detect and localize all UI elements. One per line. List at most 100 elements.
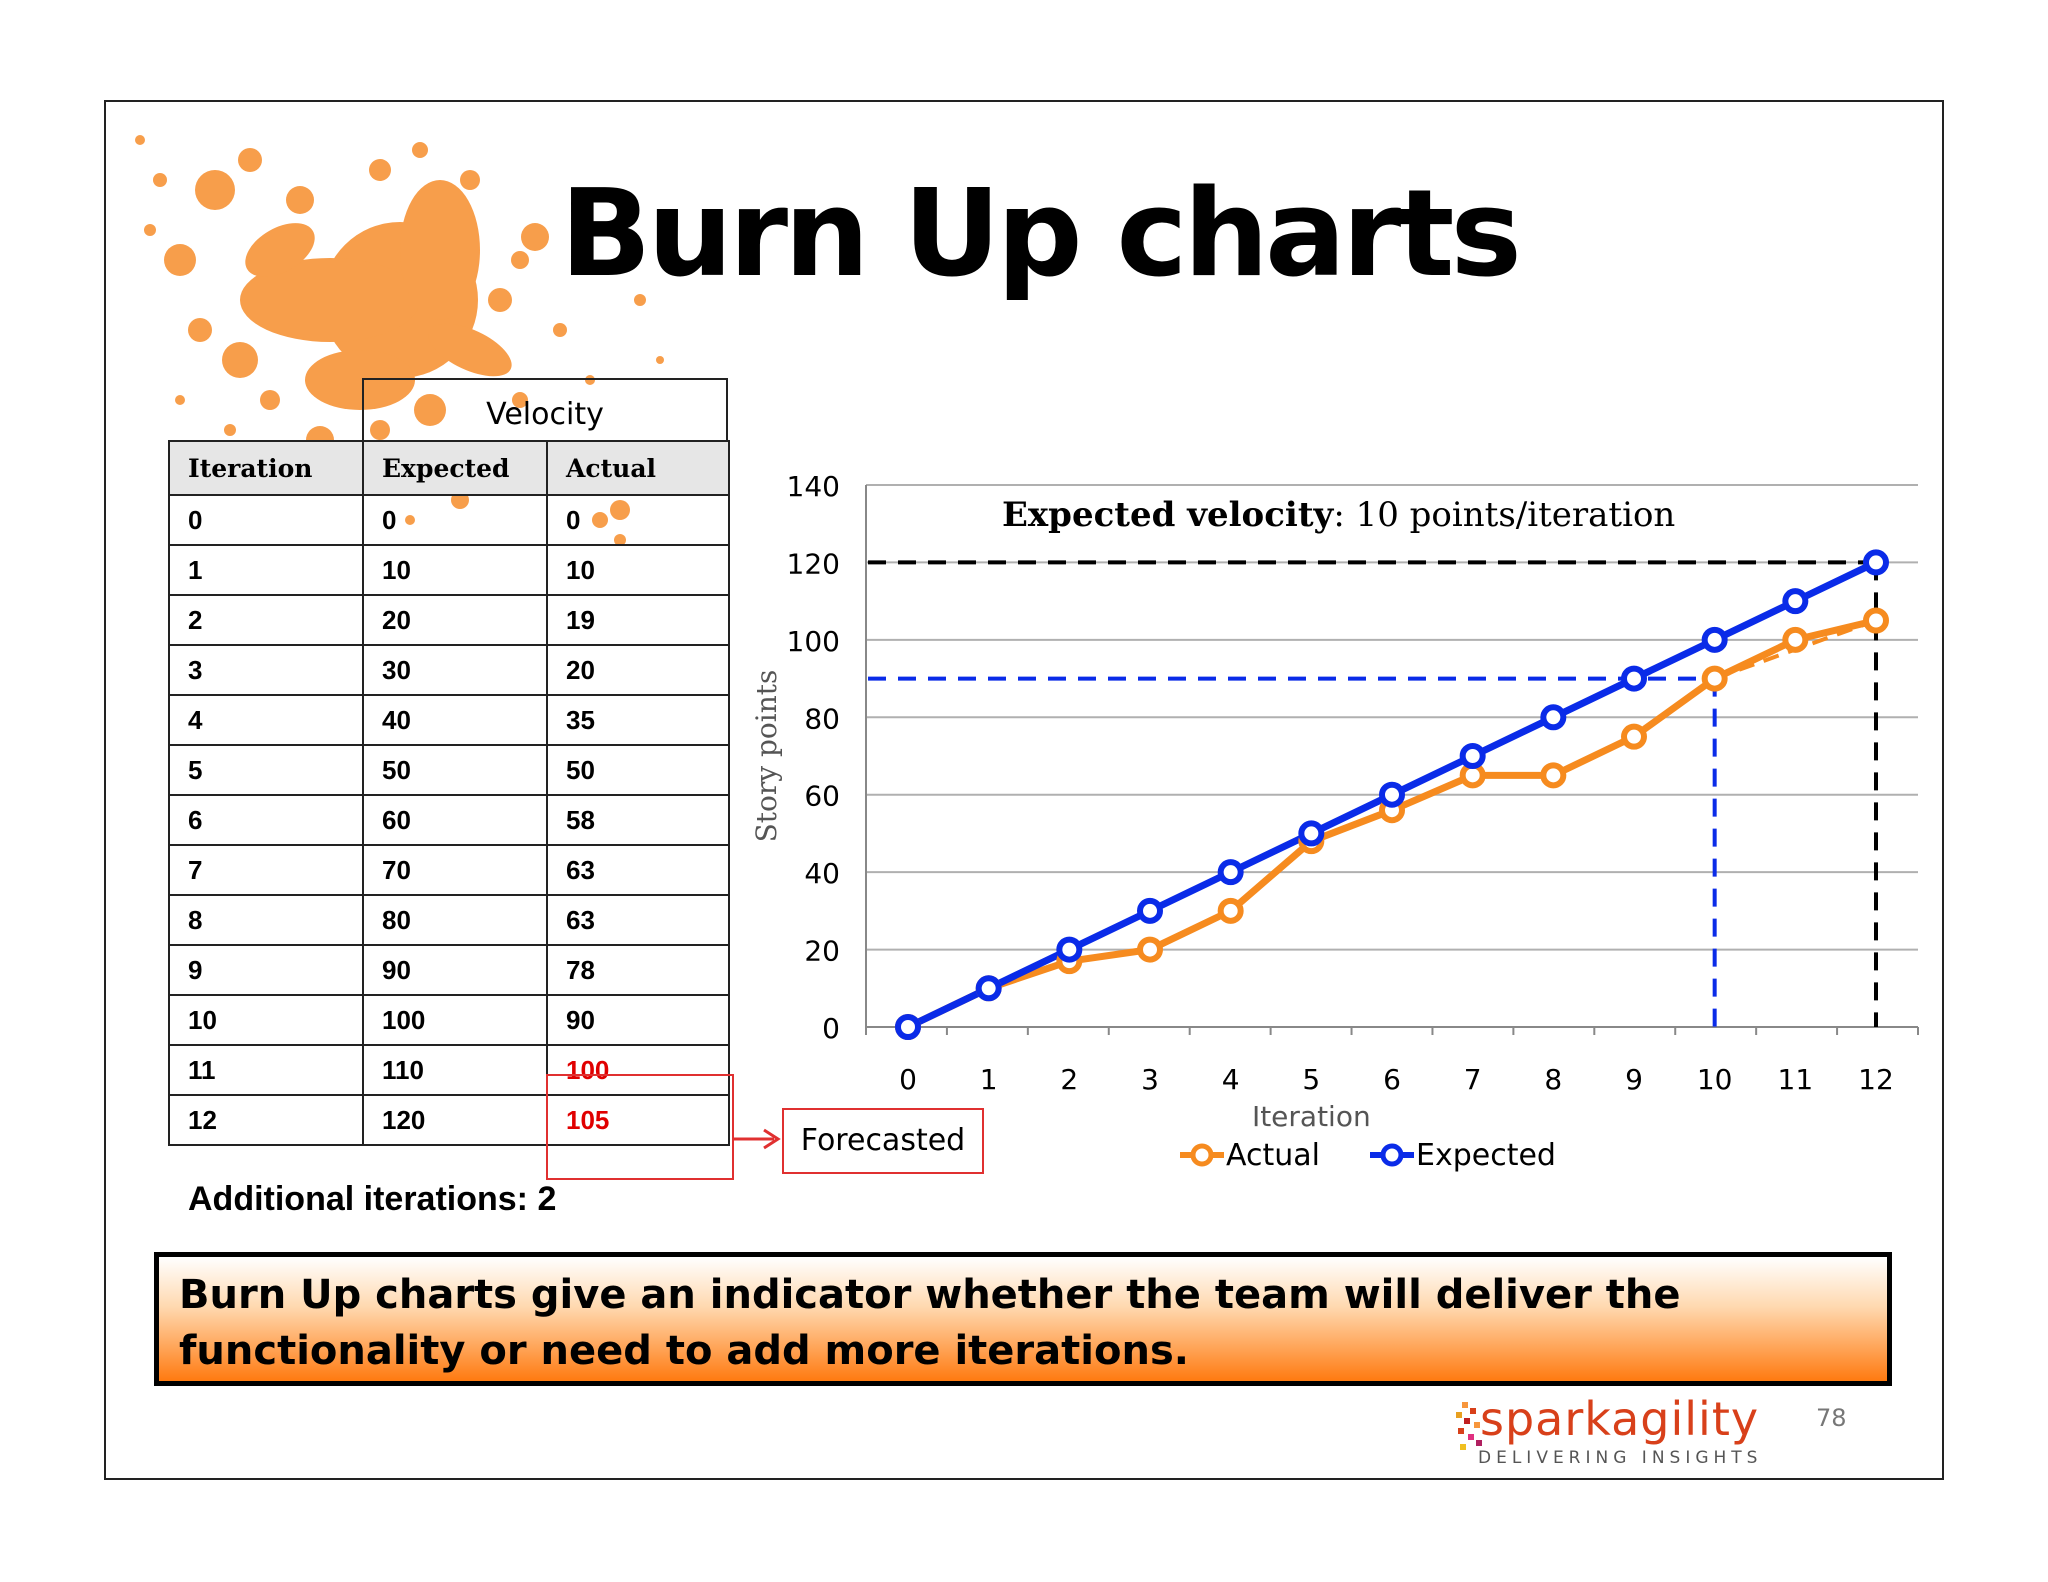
expected-cell: 70 <box>362 844 548 896</box>
velocity-table: Iteration Expected Actual 0 0 0 1 10 10 2 20 19 3… <box>168 440 730 1146</box>
slide-title: Burn Up charts <box>560 165 1522 304</box>
data-point-expected <box>1459 743 1486 769</box>
x-tick-label: 2 <box>1060 1063 1078 1096</box>
x-tick-label: 1 <box>980 1063 998 1096</box>
column-header-expected: Expected <box>362 440 548 496</box>
series-line-actual <box>906 617 1877 1031</box>
table-row: 9 90 78 <box>168 944 730 996</box>
y-tick-label: 60 <box>804 780 840 813</box>
actual-cell: 0 <box>546 494 730 546</box>
data-point-expected <box>895 1014 921 1040</box>
expected-cell: 60 <box>362 794 548 846</box>
y-tick-label: 20 <box>804 935 840 968</box>
data-point-actual <box>1217 897 1244 924</box>
x-tick-label: 11 <box>1778 1063 1814 1096</box>
iteration-cell: 10 <box>168 994 364 1046</box>
column-header-iteration: Iteration <box>168 440 364 496</box>
expected-cell: 20 <box>362 594 548 646</box>
expected-cell: 40 <box>362 694 548 746</box>
actual-cell: 63 <box>546 844 730 896</box>
expected-cell: 30 <box>362 644 548 696</box>
forecast-highlight-box <box>546 1074 734 1180</box>
expected-cell: 0 <box>362 494 548 546</box>
expected-cell: 50 <box>362 744 548 796</box>
table-row: 3 30 20 <box>168 644 730 696</box>
data-point-expected <box>1298 820 1325 847</box>
table-row: 6 60 58 <box>168 794 730 846</box>
actual-cell: 90 <box>546 994 730 1046</box>
data-point-expected <box>1056 936 1083 963</box>
data-point-actual <box>1137 936 1163 963</box>
expected-cell: 80 <box>362 894 548 946</box>
table-row: 11 110 100 <box>168 1044 730 1096</box>
data-point-expected <box>1863 549 1889 576</box>
x-tick-label: 8 <box>1544 1063 1562 1096</box>
velocity-group-header: Velocity <box>362 378 728 440</box>
y-axis-label: Story points <box>750 670 783 843</box>
iteration-cell: 5 <box>168 744 364 796</box>
data-point-actual <box>1701 665 1728 692</box>
expected-cell: 90 <box>362 944 548 996</box>
table-row: 10 100 90 <box>168 994 730 1046</box>
logo-wordmark: sparkagility <box>1480 1392 1760 1446</box>
x-tick-label: 4 <box>1222 1063 1240 1096</box>
data-point-expected <box>1379 781 1405 808</box>
expected-cell: 100 <box>362 994 548 1046</box>
logo-tagline: DELIVERING INSIGHTS <box>1478 1448 1763 1468</box>
iteration-cell: 2 <box>168 594 364 646</box>
legend-swatch-marker <box>1190 1143 1214 1167</box>
data-point-actual <box>1621 723 1647 750</box>
actual-cell: 105 <box>546 1094 730 1146</box>
summary-banner: Burn Up charts give an indicator whether… <box>154 1252 1892 1386</box>
legend-label: Expected <box>1416 1138 1556 1173</box>
iteration-cell: 3 <box>168 644 364 696</box>
x-tick-label: 9 <box>1625 1063 1643 1096</box>
sparkagility-logo-icon <box>1456 1402 1482 1450</box>
data-point-actual <box>1863 607 1889 634</box>
data-point-expected <box>1137 897 1163 924</box>
iteration-cell: 9 <box>168 944 364 996</box>
legend-swatch-marker <box>1380 1143 1404 1167</box>
x-tick-label: 12 <box>1858 1063 1894 1096</box>
y-tick-label: 0 <box>822 1012 840 1045</box>
iteration-cell: 12 <box>168 1094 364 1146</box>
iteration-cell: 7 <box>168 844 364 896</box>
forecasted-label-box: Forecasted <box>782 1108 984 1174</box>
y-tick-label: 80 <box>804 702 840 735</box>
data-point-expected <box>1701 626 1728 653</box>
x-tick-label: 6 <box>1383 1063 1401 1096</box>
table-row: 1 10 10 <box>168 544 730 596</box>
y-tick-label: 140 <box>787 470 840 503</box>
iteration-cell: 4 <box>168 694 364 746</box>
paint-splatter-decoration <box>135 135 664 546</box>
data-point-expected <box>1782 588 1809 615</box>
actual-cell: 20 <box>546 644 730 696</box>
table-row: 12 120 105 <box>168 1094 730 1146</box>
iteration-cell: 0 <box>168 494 364 546</box>
legend-label: Actual <box>1226 1138 1320 1173</box>
velocity-annotation: Expected velocity: 10 points/iteration <box>1002 495 1675 535</box>
table-row: 4 40 35 <box>168 694 730 746</box>
actual-cell: 19 <box>546 594 730 646</box>
x-tick-label: 7 <box>1464 1063 1482 1096</box>
iteration-cell: 8 <box>168 894 364 946</box>
forecast-arrow <box>734 1128 781 1150</box>
actual-cell: 35 <box>546 694 730 746</box>
actual-cell: 78 <box>546 944 730 996</box>
data-point-expected <box>1540 704 1567 731</box>
table-row: 7 70 63 <box>168 844 730 896</box>
x-tick-label: 10 <box>1697 1063 1733 1096</box>
actual-cell: 58 <box>546 794 730 846</box>
data-point-expected <box>1217 859 1244 886</box>
additional-iterations-note: Additional iterations: 2 <box>188 1180 557 1218</box>
iteration-cell: 11 <box>168 1044 364 1096</box>
expected-cell: 10 <box>362 544 548 596</box>
actual-cell: 10 <box>546 544 730 596</box>
table-header-row: Iteration Expected Actual <box>168 440 730 496</box>
velocity-annotation-text: : 10 points/iteration <box>1333 495 1675 535</box>
y-tick-label: 100 <box>787 625 840 658</box>
y-tick-label: 40 <box>804 857 840 890</box>
data-point-expected <box>975 975 1002 1002</box>
iteration-cell: 6 <box>168 794 364 846</box>
